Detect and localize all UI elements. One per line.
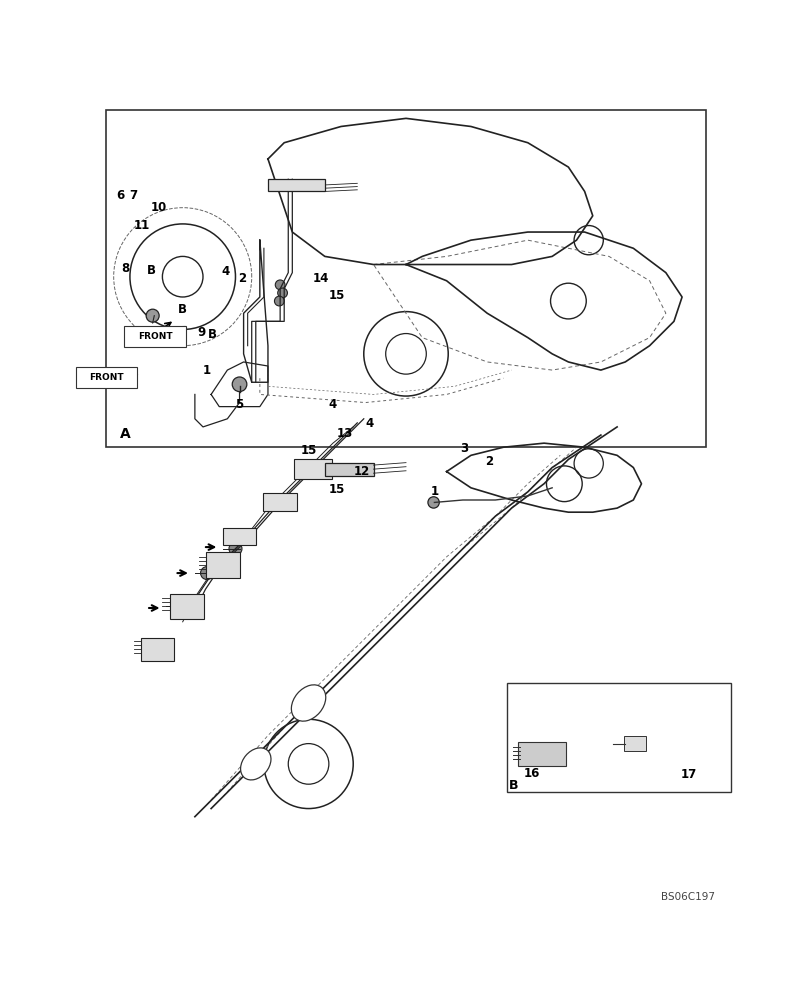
Text: A: A xyxy=(120,427,131,441)
Text: 15: 15 xyxy=(328,483,345,496)
FancyBboxPatch shape xyxy=(293,459,331,479)
Text: 17: 17 xyxy=(680,768,696,781)
FancyBboxPatch shape xyxy=(124,326,186,347)
FancyBboxPatch shape xyxy=(105,110,706,447)
Text: 11: 11 xyxy=(134,219,150,232)
Text: 15: 15 xyxy=(328,289,345,302)
FancyBboxPatch shape xyxy=(169,594,204,619)
FancyBboxPatch shape xyxy=(141,638,174,661)
Circle shape xyxy=(229,542,242,555)
Text: 4: 4 xyxy=(328,398,337,411)
Text: 4: 4 xyxy=(365,417,373,430)
FancyBboxPatch shape xyxy=(223,528,255,545)
Text: 1: 1 xyxy=(430,485,438,498)
Text: 10: 10 xyxy=(150,201,166,214)
Circle shape xyxy=(172,599,185,612)
Ellipse shape xyxy=(240,748,271,780)
Polygon shape xyxy=(268,179,324,191)
FancyBboxPatch shape xyxy=(75,367,137,388)
Circle shape xyxy=(200,567,213,580)
Text: B: B xyxy=(508,779,518,792)
Text: 13: 13 xyxy=(337,427,353,440)
Text: 14: 14 xyxy=(312,272,328,285)
Circle shape xyxy=(427,497,439,508)
Text: 6: 6 xyxy=(116,189,124,202)
Circle shape xyxy=(277,288,287,298)
FancyBboxPatch shape xyxy=(517,742,565,766)
Text: 8: 8 xyxy=(122,262,130,275)
Text: B: B xyxy=(147,264,157,277)
Circle shape xyxy=(275,280,285,290)
Text: FRONT: FRONT xyxy=(138,332,172,341)
FancyBboxPatch shape xyxy=(206,552,240,578)
Circle shape xyxy=(596,735,612,752)
FancyBboxPatch shape xyxy=(507,683,730,792)
Text: 16: 16 xyxy=(523,767,539,780)
FancyBboxPatch shape xyxy=(263,493,297,511)
Circle shape xyxy=(146,309,159,322)
Text: B: B xyxy=(208,328,217,341)
Circle shape xyxy=(274,296,284,306)
Text: 4: 4 xyxy=(221,265,230,278)
Polygon shape xyxy=(324,463,373,476)
Text: 15: 15 xyxy=(300,444,316,457)
Circle shape xyxy=(232,377,247,392)
Text: B: B xyxy=(178,303,187,316)
Text: 7: 7 xyxy=(129,189,137,202)
Text: FRONT: FRONT xyxy=(89,373,123,382)
Text: 12: 12 xyxy=(353,465,369,478)
Text: BS06C197: BS06C197 xyxy=(659,892,714,902)
FancyBboxPatch shape xyxy=(624,736,646,751)
Text: 2: 2 xyxy=(238,272,246,285)
Text: 1: 1 xyxy=(203,364,211,377)
Text: 2: 2 xyxy=(484,455,492,468)
Text: 3: 3 xyxy=(460,442,468,455)
Text: 9: 9 xyxy=(197,326,205,339)
Ellipse shape xyxy=(291,685,325,721)
Text: 5: 5 xyxy=(234,398,242,411)
